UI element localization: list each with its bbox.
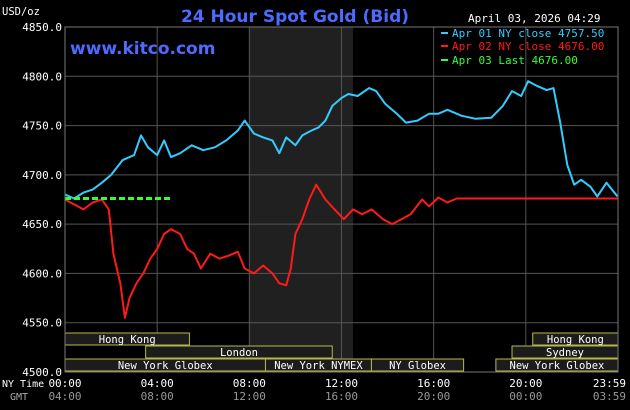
session-ny-nymex-label: New York NYMEX xyxy=(274,360,363,372)
y-tick-label: 4500.0 xyxy=(22,366,62,379)
plot-frame xyxy=(64,26,619,373)
session-london-box xyxy=(145,345,333,359)
series-line-apr-02 xyxy=(64,183,618,319)
x-tick-ny: 20:00 xyxy=(509,377,542,390)
session-sydney-label: Sydney xyxy=(546,347,584,359)
x-tick-ny: 16:00 xyxy=(417,377,450,390)
date-stamp: April 03, 2026 04:29 xyxy=(468,12,600,25)
legend-apr02: Apr 02 NY close 4676.00 xyxy=(452,40,604,53)
x-tick-ny: 12:00 xyxy=(325,377,358,390)
session-hong-kong-label: Hong Kong xyxy=(99,334,156,346)
x-tick-gmt: 00:00 xyxy=(509,390,542,403)
y-unit-label: USD/oz xyxy=(2,6,40,18)
session-london-label: London xyxy=(220,347,258,359)
session-ny-globex-3-label: New York Globex xyxy=(510,360,605,372)
x-axis-ticks: 00:00 04:00 08:00 12:00 16:00 20:00 23:5904:00… xyxy=(48,377,626,403)
x-tick-ny: 23:59 xyxy=(593,377,626,390)
y-tick-label: 4700.0 xyxy=(22,169,62,182)
y-tick-label: 4650.0 xyxy=(22,218,62,231)
session-ny-globex-label: New York Globex xyxy=(118,360,213,372)
y-tick-label: 4750.0 xyxy=(22,120,62,133)
x-tick-gmt: 12:00 xyxy=(233,390,266,403)
y-axis-ticks: 4850.0 4800.0 4750.0 4700.0 4650.0 4600.0 4550… xyxy=(22,21,62,379)
legend: Apr 01 NY close 4757.50 Apr 02 NY close … xyxy=(441,27,604,67)
y-tick-label: 4550.0 xyxy=(22,317,62,330)
x-tick-gmt: 20:00 xyxy=(417,390,450,403)
chart-title: 24 Hour Spot Gold (Bid) xyxy=(181,7,409,27)
series-layer xyxy=(64,80,619,319)
ny-time-label: NY Time xyxy=(2,379,44,390)
y-tick-label: 4600.0 xyxy=(22,267,62,280)
legend-apr01: Apr 01 NY close 4757.50 xyxy=(452,27,604,40)
x-tick-ny: 00:00 xyxy=(48,377,81,390)
session-ny-globex-2-box xyxy=(370,358,465,372)
x-tick-gmt: 16:00 xyxy=(325,390,358,403)
session-ny-globex-2-label: NY Globex xyxy=(389,360,446,372)
y-tick-label: 4800.0 xyxy=(22,70,62,83)
x-tick-gmt: 03:59 xyxy=(593,390,626,403)
x-tick-gmt: 04:00 xyxy=(48,390,81,403)
watermark: www.kitco.com xyxy=(70,39,215,59)
gmt-label: GMT xyxy=(10,392,28,403)
legend-apr03: Apr 03 Last 4676.00 xyxy=(452,54,578,67)
series-line-apr-01 xyxy=(64,80,619,200)
session-hong-kong-2-label: Hong Kong xyxy=(547,334,604,346)
y-tick-label: 4850.0 xyxy=(22,21,62,34)
x-tick-ny: 04:00 xyxy=(141,377,174,390)
x-tick-gmt: 08:00 xyxy=(141,390,174,403)
nymex-shade xyxy=(249,27,354,372)
x-tick-ny: 08:00 xyxy=(233,377,266,390)
